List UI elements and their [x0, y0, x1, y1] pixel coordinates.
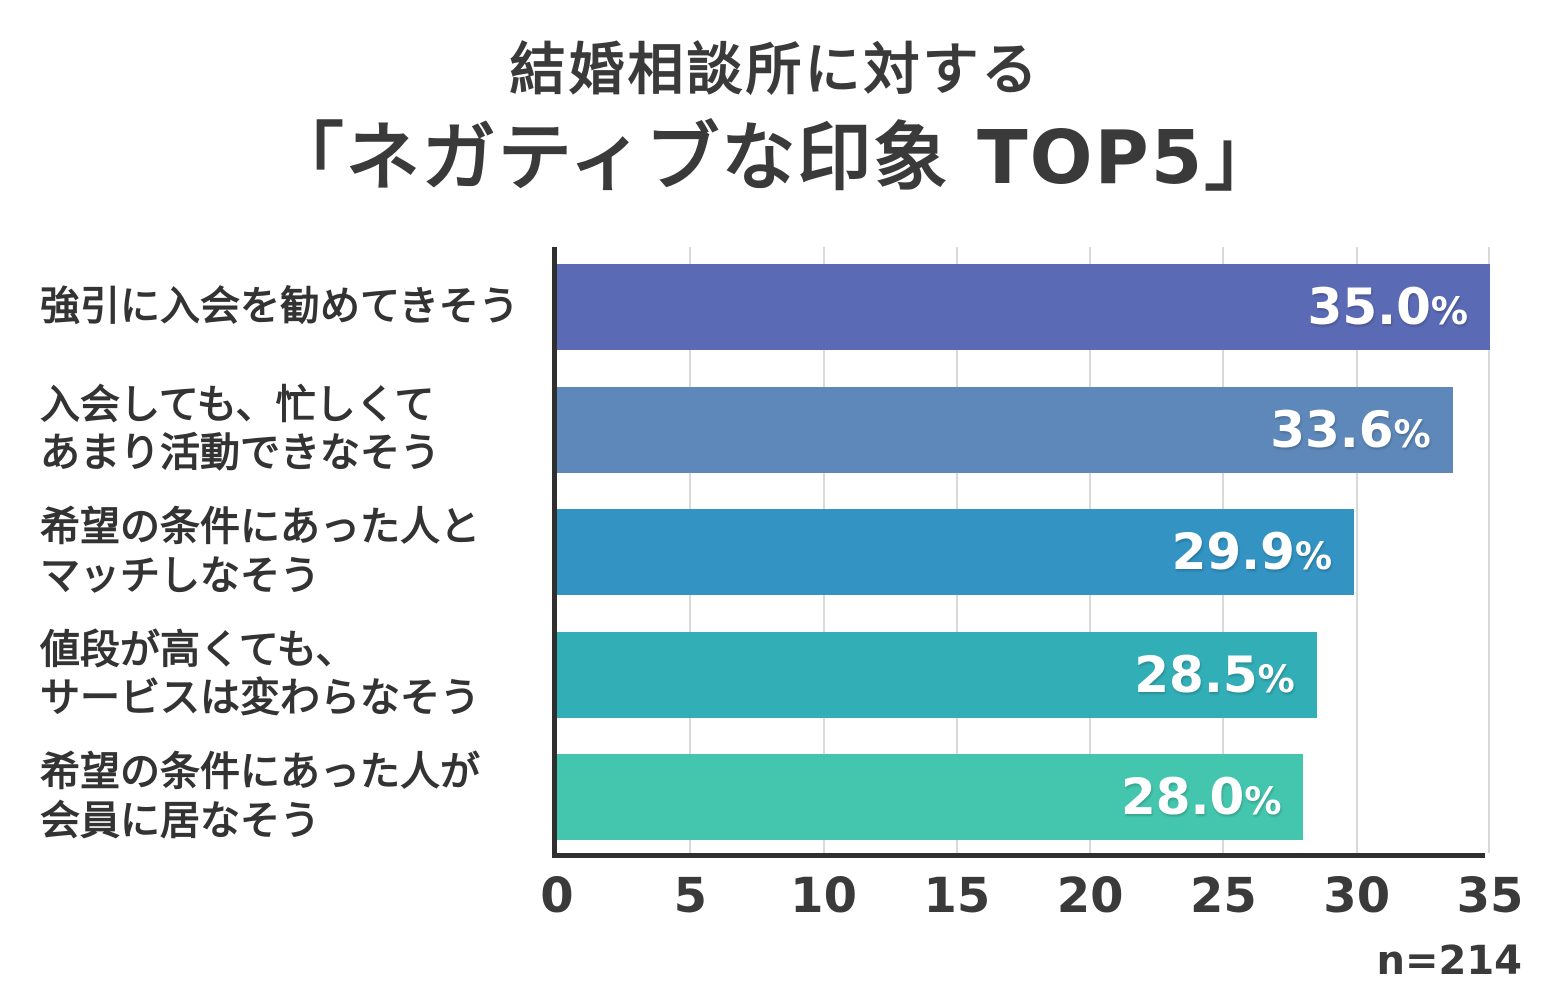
category-label-line: サービスは変わらなそう [40, 675, 480, 722]
category-label-4: 値段が高くても、 サービスは変わらなそう [40, 626, 545, 724]
bar-value-label: 28.0% [1120, 768, 1282, 826]
x-tick-10: 10 [790, 868, 857, 924]
x-tick-5: 5 [673, 868, 707, 924]
bar-value-label: 28.5% [1134, 645, 1295, 704]
category-label-line: 入会しても、忙しくて [40, 381, 435, 428]
chart-title-line2: 「ネガティブな印象 TOP5」 [269, 115, 1281, 201]
category-label-line: マッチしなそう [40, 553, 320, 599]
category-label-3: 希望の条件にあった人と マッチしなそう [40, 503, 545, 601]
sample-size-label: n=214 [1376, 938, 1523, 984]
chart-title: 結婚相談所に対する 「ネガティブな印象 TOP5」 [0, 36, 1550, 205]
category-label-line: 強引に入会を勧めてきそう [40, 283, 519, 330]
chart-title-line1: 結婚相談所に対する [509, 38, 1041, 103]
bar-rank-3: 29.9% [557, 509, 1355, 595]
category-label-line: 希望の条件にあった人と [40, 504, 480, 551]
bar-rank-5: 28.0% [557, 754, 1304, 840]
x-tick-20: 20 [1056, 868, 1124, 924]
category-label-1: 強引に入会を勧めてきそう [40, 283, 545, 332]
gridline-35 [1488, 247, 1490, 853]
bar-value-label: 35.0% [1307, 278, 1468, 336]
bar-rank-4: 28.5% [557, 631, 1317, 718]
bar-value-label: 29.9% [1171, 523, 1333, 581]
category-label-5: 希望の条件にあった人が 会員に居なそう [40, 748, 545, 846]
plot-area: 35.0% 33.6% 29.9% 28.5% 28.0% [552, 247, 1490, 858]
bar-value-label: 33.6% [1270, 400, 1431, 459]
category-label-line: 希望の条件にあった人が [40, 749, 480, 796]
category-label-line: 値段が高くても、 [40, 626, 356, 673]
x-tick-25: 25 [1190, 868, 1257, 924]
category-label-2: 入会しても、忙しくて あまり活動できなそう [40, 381, 545, 479]
x-tick-35: 35 [1456, 868, 1524, 924]
x-tick-30: 30 [1323, 868, 1391, 924]
category-label-line: 会員に居なそう [40, 798, 320, 844]
category-label-line: あまり活動できなそう [40, 430, 440, 477]
x-tick-15: 15 [923, 868, 991, 924]
category-labels: 強引に入会を勧めてきそう 入会しても、忙しくて あまり活動できなそう 希望の条件にあっ… [0, 247, 552, 858]
gridline-30 [1355, 247, 1358, 853]
x-tick-0: 0 [540, 868, 574, 924]
x-axis: 0 5 10 15 20 25 30 35 [540, 868, 1523, 932]
bar-rank-1: 35.0% [557, 264, 1490, 350]
bar-rank-2: 33.6% [557, 386, 1453, 473]
